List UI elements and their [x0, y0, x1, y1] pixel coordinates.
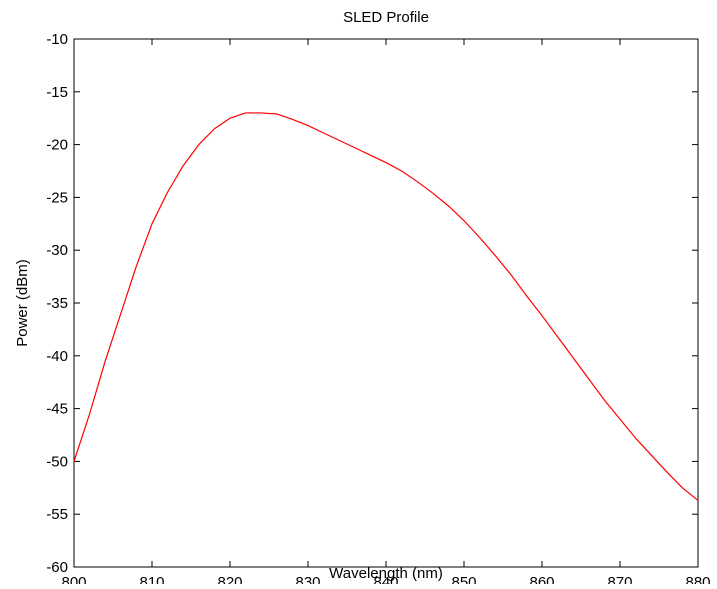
y-tick-labels: -10 -15 -20 -25 -30 -35 -40 -45 -50 -55 -60	[46, 31, 68, 576]
x-tick-label: 830	[295, 574, 320, 584]
x-tick-label: 810	[139, 574, 164, 584]
y-tick-label: -30	[46, 242, 68, 259]
plot-area	[73, 38, 699, 568]
x-axis-label: Wavelength (nm)	[329, 565, 443, 582]
x-tick-label: 850	[451, 574, 476, 584]
y-tick-label: -50	[46, 453, 68, 470]
axis-ticks	[73, 38, 699, 568]
y-tick-label: -10	[46, 31, 68, 48]
y-tick-label: -45	[46, 401, 68, 418]
y-tick-label: -40	[46, 348, 68, 365]
y-tick-label: -55	[46, 506, 68, 523]
y-tick-label: -60	[46, 559, 68, 576]
x-tick-label: 820	[217, 574, 242, 584]
series-line	[73, 112, 699, 501]
y-axis-label: Power (dBm)	[14, 259, 31, 347]
x-tick-label: 860	[529, 574, 554, 584]
y-tick-label: -25	[46, 189, 68, 206]
y-tick-label: -15	[46, 84, 68, 101]
x-tick-label: 880	[685, 574, 710, 584]
x-tick-label: 870	[607, 574, 632, 584]
y-tick-label: -35	[46, 295, 68, 312]
chart-title: SLED Profile	[343, 9, 429, 26]
y-tick-label: -20	[46, 137, 68, 154]
